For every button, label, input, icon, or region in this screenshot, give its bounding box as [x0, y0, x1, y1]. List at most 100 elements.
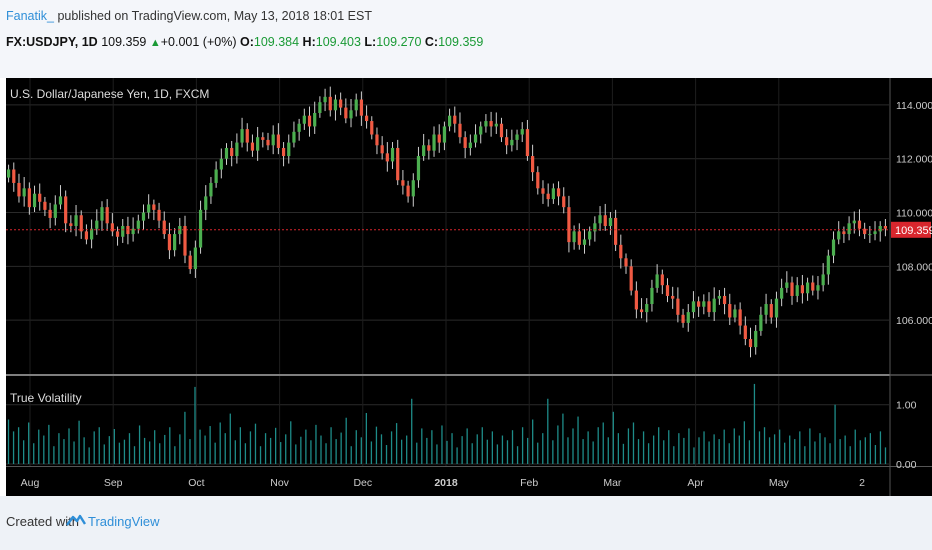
candle-body: [313, 112, 317, 127]
candle-body: [873, 231, 877, 235]
candle-body: [556, 188, 561, 197]
up-arrow-icon: ▲: [149, 37, 161, 49]
price-pane[interactable]: [6, 78, 890, 374]
candle-body: [764, 304, 768, 315]
y-tick-label: 110.000: [896, 208, 932, 220]
candle-body: [209, 182, 213, 197]
candle-body: [614, 217, 618, 245]
candle-body: [110, 223, 114, 232]
candle-body: [541, 188, 545, 194]
candle-body: [510, 139, 514, 146]
candle-body: [634, 290, 638, 310]
candle-body: [271, 134, 275, 146]
chart-svg[interactable]: 109.359 U.S. Dollar/Japanese Yen, 1D, FX…: [0, 78, 932, 496]
x-tick-label: Nov: [270, 477, 289, 489]
price-scale[interactable]: [890, 78, 932, 466]
candle-body: [406, 185, 410, 197]
candle-body: [717, 295, 721, 299]
created-with-text: Created with: [6, 514, 79, 529]
candle-body: [676, 298, 680, 315]
candle-body: [468, 142, 472, 148]
candle-body: [707, 301, 711, 313]
author-link[interactable]: Fanatik_: [6, 9, 54, 23]
candle-body: [385, 153, 389, 162]
candle-body: [105, 207, 109, 224]
candle-body: [256, 137, 260, 151]
candle-body: [250, 142, 255, 151]
candle-body: [167, 234, 172, 251]
candle-body: [795, 285, 799, 296]
x-tick-label: Apr: [687, 477, 704, 489]
candle-body: [453, 115, 457, 124]
candle-body: [722, 295, 727, 305]
candle-body: [328, 96, 332, 111]
x-tick-label: Oct: [188, 477, 204, 489]
candle-body: [318, 102, 322, 113]
x-tick-label: May: [769, 477, 790, 489]
candle-body: [183, 226, 187, 256]
candle-body: [780, 287, 784, 299]
candle-body: [811, 282, 815, 291]
candle-body: [370, 121, 374, 135]
volatility-bars-group: [7, 383, 887, 464]
candle-body: [416, 156, 421, 181]
candle-body: [624, 258, 628, 267]
candle-body: [6, 169, 11, 178]
candle-body: [64, 196, 68, 224]
candle-body: [842, 231, 846, 235]
candle-body: [58, 196, 63, 205]
tradingview-brand[interactable]: TradingView: [88, 514, 160, 529]
low-value: 109.270: [376, 35, 422, 49]
candle-body: [754, 330, 758, 348]
x-tick-label: 2018: [434, 477, 458, 489]
candle-body: [562, 196, 566, 208]
candle-body: [785, 282, 789, 288]
x-tick-label: 2: [859, 477, 865, 489]
candle-body: [422, 145, 426, 157]
candle-body: [115, 231, 120, 237]
candle-body: [473, 134, 478, 143]
candle-body: [359, 99, 364, 116]
vol-tick-label: 0.00: [896, 459, 917, 471]
candle-body: [639, 309, 644, 313]
x-tick-label: Mar: [603, 477, 622, 489]
candle-body: [681, 314, 685, 323]
candle-body: [520, 129, 524, 135]
candle-body: [743, 325, 747, 340]
candle-body: [157, 209, 161, 221]
candle-body: [292, 131, 296, 143]
candle-body: [847, 223, 851, 235]
candle-body: [645, 304, 649, 313]
candle-body: [204, 196, 208, 210]
candle-body: [276, 134, 280, 148]
candle-body: [598, 215, 602, 224]
candle-body: [198, 209, 203, 248]
candle-body: [69, 223, 73, 226]
candle-body: [261, 137, 265, 140]
candle-body: [53, 204, 57, 218]
last-price-box: [891, 221, 931, 238]
tradingview-logo-icon[interactable]: [66, 510, 86, 530]
candle-body: [525, 129, 530, 157]
candle-body: [339, 99, 343, 108]
candle-body: [505, 137, 509, 146]
x-tick-label: Dec: [353, 477, 372, 489]
candle-body: [281, 147, 286, 157]
candle-body: [48, 209, 52, 218]
candle-body: [769, 304, 773, 318]
candle-body: [650, 287, 654, 305]
volatility-pane[interactable]: [6, 376, 890, 466]
candle-body: [494, 123, 498, 127]
symbol-label[interactable]: FX:USDJPY, 1D: [6, 35, 98, 49]
x-tick-label: Sep: [104, 477, 123, 489]
candle-body: [95, 220, 99, 229]
candle-body: [572, 231, 576, 243]
chart-area[interactable]: 109.359 U.S. Dollar/Japanese Yen, 1D, FX…: [0, 78, 932, 496]
candle-body: [380, 145, 384, 154]
time-scale[interactable]: [6, 466, 932, 496]
candle-body: [593, 223, 597, 232]
candle-body: [302, 115, 306, 124]
candle-body: [738, 309, 742, 326]
candle-body: [287, 142, 291, 157]
candle-body: [297, 123, 301, 132]
